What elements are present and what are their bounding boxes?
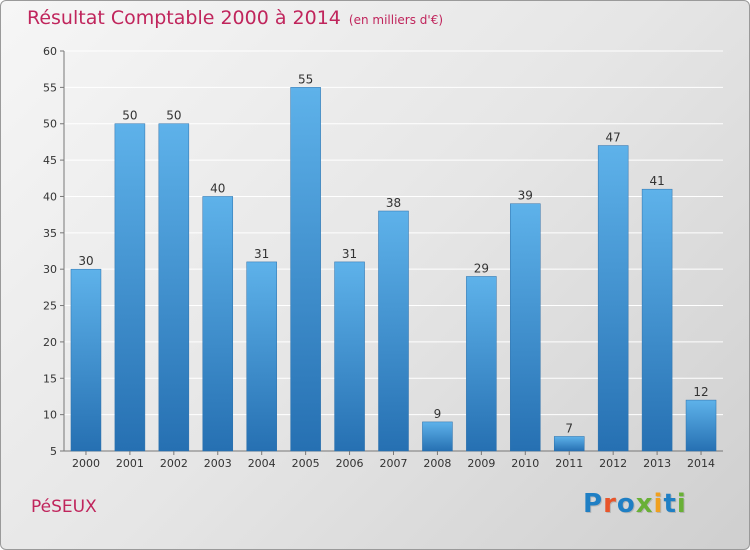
x-tick-label: 2004	[248, 457, 276, 470]
data-label: 47	[606, 131, 621, 145]
y-tick-label: 50	[43, 118, 57, 131]
bar	[466, 276, 497, 452]
x-tick-label: 2002	[160, 457, 188, 470]
bar	[510, 203, 541, 452]
x-tick-label: 2001	[116, 457, 144, 470]
data-label: 50	[122, 109, 137, 123]
bar	[202, 196, 234, 452]
x-tick-label: 2003	[204, 457, 232, 470]
y-tick-label: 5	[50, 445, 57, 458]
data-label: 31	[342, 247, 357, 261]
data-label: 9	[434, 407, 442, 421]
y-tick-label: 20	[43, 336, 57, 349]
y-tick-label: 40	[43, 190, 57, 203]
x-tick-label: 2011	[555, 457, 583, 470]
brand-letter: o	[616, 489, 636, 519]
proxiti-logo: Proxiti	[583, 489, 687, 519]
data-label: 38	[386, 196, 401, 210]
x-tick-label: 2000	[72, 457, 100, 470]
y-tick-label: 45	[43, 154, 57, 167]
bar	[114, 123, 146, 452]
y-tick-label: 25	[43, 300, 57, 313]
data-label: 30	[78, 254, 93, 268]
bar	[290, 87, 321, 452]
brand-letter: r	[603, 489, 617, 519]
y-tick-label: 30	[43, 263, 57, 276]
data-label: 39	[518, 189, 533, 203]
y-tick-label: 60	[43, 45, 57, 58]
data-label: 55	[298, 72, 313, 86]
x-tick-label: 2006	[336, 457, 364, 470]
data-label: 7	[565, 421, 573, 435]
bar	[246, 261, 277, 452]
data-label: 29	[474, 261, 489, 275]
x-tick-label: 2007	[380, 457, 408, 470]
brand-letter: x	[635, 489, 654, 519]
brand-letter: i	[653, 489, 664, 519]
bar	[70, 268, 102, 452]
y-tick-label: 35	[43, 227, 57, 240]
x-tick-label: 2012	[599, 457, 627, 470]
brand-letter: P	[583, 489, 604, 519]
data-label: 50	[166, 109, 181, 123]
place-name: PéSEUX	[31, 497, 97, 517]
brand-letter: t	[663, 489, 677, 519]
x-tick-label: 2009	[467, 457, 495, 470]
data-label: 12	[693, 385, 708, 399]
title-text: Résultat Comptable 2000 à 2014	[27, 7, 341, 29]
chart-title: Résultat Comptable 2000 à 2014 (en millie…	[27, 7, 443, 29]
data-label: 40	[210, 181, 225, 195]
y-tick-label: 55	[43, 81, 57, 94]
x-tick-label: 2014	[687, 457, 715, 470]
bar	[597, 145, 629, 452]
bar	[553, 436, 585, 452]
bar	[641, 188, 673, 452]
chart-subtitle: (en milliers d'€)	[348, 13, 444, 27]
x-tick-label: 2005	[292, 457, 320, 470]
bar	[158, 123, 190, 452]
brand-letter: i	[676, 489, 687, 519]
data-label: 41	[649, 174, 664, 188]
bar	[378, 210, 409, 452]
bar	[685, 399, 717, 452]
x-tick-label: 2010	[511, 457, 539, 470]
data-label: 31	[254, 247, 269, 261]
bar	[334, 261, 365, 452]
bar	[422, 421, 453, 452]
x-tick-label: 2013	[643, 457, 671, 470]
x-tick-label: 2008	[423, 457, 451, 470]
y-tick-label: 15	[43, 372, 57, 385]
y-tick-label: 10	[43, 409, 57, 422]
